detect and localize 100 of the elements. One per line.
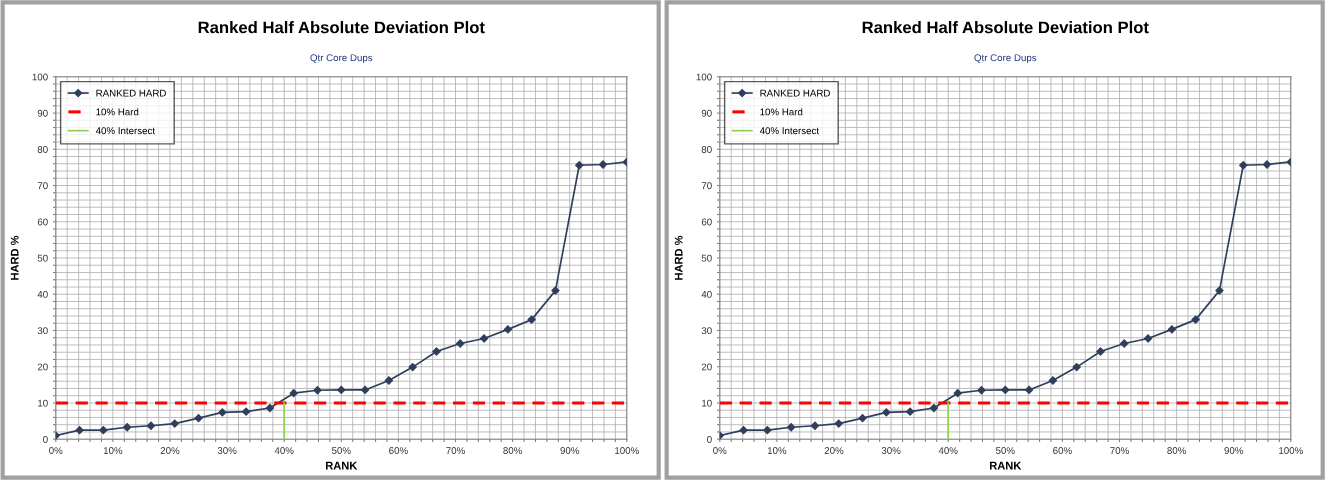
point — [265, 403, 275, 413]
point — [1048, 376, 1057, 385]
x-tick-label: 0% — [49, 447, 63, 454]
point — [953, 389, 962, 398]
point — [479, 334, 489, 343]
point — [1096, 347, 1105, 356]
x-tick-label: 10% — [767, 447, 787, 454]
y-tick-label: 60 — [37, 218, 48, 226]
x-tick-label: 30% — [217, 447, 237, 454]
point — [75, 426, 84, 435]
y-tick-label: 20 — [37, 363, 48, 371]
point — [241, 407, 251, 416]
y-tick-label: 90 — [701, 109, 712, 117]
y-tick-label: 0 — [43, 435, 48, 443]
legend-label: 10% Hard — [96, 108, 139, 116]
y-tick-label: 100 — [32, 73, 48, 81]
y-tick-label: 0 — [707, 435, 712, 443]
x-tick-label: 20% — [824, 447, 844, 454]
point — [1167, 325, 1177, 334]
x-tick-label: 90% — [560, 447, 580, 454]
point — [787, 423, 796, 432]
x-tick-label: 60% — [389, 447, 408, 454]
point — [313, 386, 322, 395]
point — [905, 407, 915, 416]
point — [763, 426, 772, 435]
point — [432, 347, 441, 356]
legend-label: 40% Intersect — [95, 127, 156, 135]
x-tick-label: 50% — [331, 447, 351, 454]
point — [170, 419, 179, 428]
point — [1072, 362, 1081, 372]
point — [384, 376, 393, 385]
y-axis-title: HARD % — [10, 235, 19, 280]
chart-subtitle: Qtr Core Dups — [310, 54, 373, 64]
x-tick-label: 100% — [615, 447, 639, 454]
x-tick-label: 50% — [995, 447, 1015, 454]
chart-subtitle: Qtr Core Dups — [974, 54, 1037, 64]
point — [456, 339, 465, 348]
x-tick-label: 70% — [1110, 447, 1129, 454]
point — [503, 325, 513, 334]
y-tick-label: 100 — [696, 73, 712, 81]
chart-title: Ranked Half Absolute Deviation Plot — [198, 21, 485, 34]
point — [123, 423, 132, 432]
point — [551, 286, 560, 295]
x-tick-label: 100% — [1279, 447, 1303, 454]
point — [289, 389, 298, 398]
point — [575, 161, 584, 170]
y-tick-label: 90 — [37, 109, 48, 117]
point — [929, 403, 939, 413]
x-tick-label: 70% — [446, 447, 465, 454]
point — [1215, 286, 1224, 295]
y-tick-label: 20 — [701, 363, 712, 371]
x-tick-label: 10% — [103, 447, 123, 454]
point — [834, 419, 843, 428]
y-tick-label: 50 — [701, 254, 712, 262]
chart-title: Ranked Half Absolute Deviation Plot — [862, 21, 1149, 34]
y-tick-label: 50 — [37, 254, 48, 262]
point — [1120, 339, 1129, 348]
point — [1191, 315, 1200, 324]
legend-label: RANKED HARD — [760, 89, 830, 97]
point — [858, 414, 867, 423]
point — [810, 421, 820, 430]
y-tick-label: 30 — [37, 327, 48, 335]
point — [218, 408, 227, 417]
y-tick-label: 10 — [702, 399, 712, 407]
point — [1143, 334, 1153, 343]
y-tick-label: 80 — [37, 146, 48, 153]
y-tick-label: 70 — [37, 182, 48, 190]
legend-label: 40% Intersect — [759, 127, 820, 135]
point — [1001, 385, 1010, 395]
y-tick-label: 70 — [701, 182, 712, 190]
y-tick-label: 40 — [37, 290, 48, 298]
point — [146, 421, 156, 430]
point — [977, 386, 986, 395]
y-tick-label: 80 — [701, 146, 712, 153]
x-axis-title: RANK — [325, 461, 358, 470]
x-tick-label: 90% — [1224, 447, 1244, 454]
point — [882, 408, 891, 417]
point — [1024, 385, 1034, 395]
point — [1239, 161, 1248, 170]
point — [337, 385, 346, 395]
x-tick-label: 0% — [713, 447, 727, 454]
y-axis-title: HARD % — [674, 235, 683, 280]
point — [360, 385, 370, 395]
x-tick-label: 80% — [503, 447, 522, 454]
x-axis-title: RANK — [989, 461, 1022, 470]
point — [99, 426, 108, 435]
y-tick-label: 60 — [701, 218, 712, 226]
x-tick-label: 60% — [1053, 447, 1072, 454]
y-tick-label: 10 — [38, 399, 48, 407]
x-tick-label: 80% — [1167, 447, 1186, 454]
legend-label: 10% Hard — [760, 108, 803, 116]
point — [194, 414, 203, 423]
y-tick-label: 40 — [701, 290, 712, 298]
legend-label: RANKED HARD — [96, 89, 166, 97]
point — [739, 426, 748, 435]
x-tick-label: 40% — [938, 447, 958, 454]
point — [408, 362, 417, 372]
y-tick-label: 30 — [701, 327, 712, 335]
point — [527, 315, 536, 324]
x-tick-label: 40% — [274, 447, 294, 454]
